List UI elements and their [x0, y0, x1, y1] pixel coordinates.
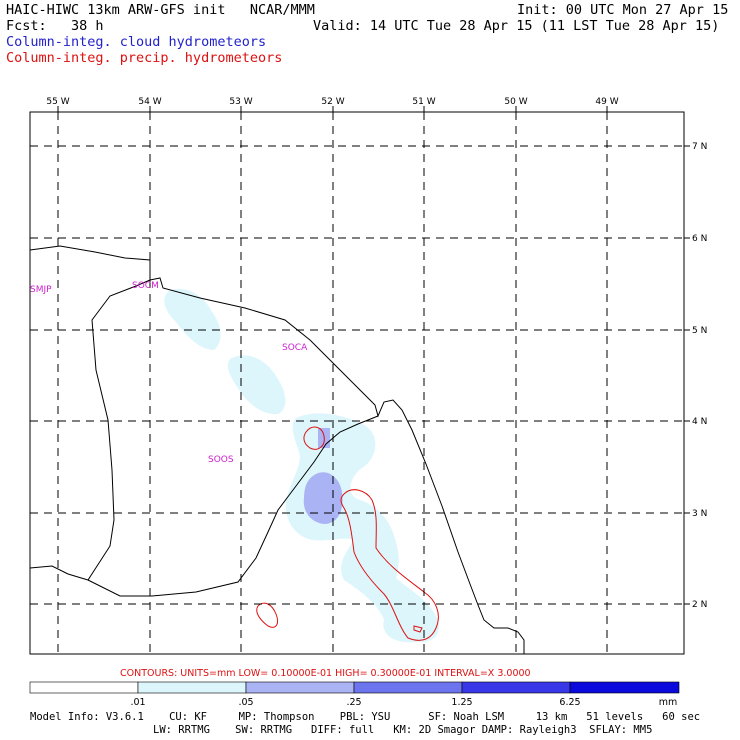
header-title: HAIC-HIWC 13km ARW-GFS init NCAR/MMM [6, 2, 315, 18]
station-label: SMJP [30, 285, 52, 295]
lat-label: 2 N [692, 600, 707, 610]
colorbar [29, 681, 680, 694]
colorbar-label: 1.25 [451, 697, 472, 708]
lon-label: 49 W [595, 97, 618, 107]
lat-label: 4 N [692, 417, 707, 427]
station-label: SOCA [282, 343, 308, 353]
station-label: SOCM [132, 281, 159, 291]
lat-label: 5 N [692, 326, 707, 336]
lon-label: 50 W [504, 97, 527, 107]
contours-info: CONTOURS: UNITS=mm LOW= 0.10000E-01 HIGH… [120, 668, 531, 679]
colorbar-units: mm [659, 697, 678, 708]
legend-cloud: Column-integ. cloud hydrometeors [6, 34, 267, 50]
lat-label: 3 N [692, 509, 707, 519]
model-info-line2: LW: RRTMG SW: RRTMG DIFF: full KM: 2D Sm… [153, 724, 653, 736]
precip-contours [256, 426, 439, 641]
station-label: SOOS [208, 455, 234, 465]
lon-label: 55 W [46, 97, 69, 107]
cloud-field [164, 288, 440, 643]
colorbar-label: 6.25 [559, 697, 580, 708]
axis-ticks [57, 106, 690, 605]
model-info-line1: Model Info: V3.6.1 CU: KF MP: Thompson P… [30, 711, 701, 723]
header-forecast-hour: Fcst: 38 h [6, 18, 104, 34]
header-valid-time: Valid: 14 UTC Tue 28 Apr 15 (11 LST Tue … [313, 18, 720, 34]
map-frame [29, 111, 685, 655]
colorbar-label: .05 [238, 697, 253, 708]
lat-label: 6 N [692, 234, 707, 244]
lon-label: 52 W [321, 97, 344, 107]
coastline [29, 245, 525, 654]
lon-label: 51 W [412, 97, 435, 107]
lon-label: 53 W [229, 97, 252, 107]
header-init-time: Init: 00 UTC Mon 27 Apr 15 [517, 2, 729, 18]
colorbar-label: .25 [346, 697, 361, 708]
lat-label: 7 N [692, 142, 707, 152]
legend-precip: Column-integ. precip. hydrometeors [6, 50, 283, 66]
colorbar-label: .01 [130, 697, 145, 708]
latlon-grid [30, 112, 684, 654]
lon-label: 54 W [138, 97, 161, 107]
